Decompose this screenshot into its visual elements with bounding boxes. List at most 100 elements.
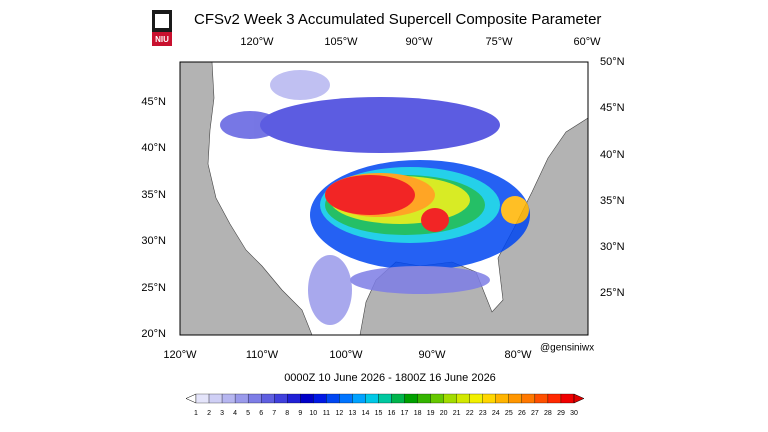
longitude-label: 80°W bbox=[504, 349, 532, 361]
colorbar-label: 30 bbox=[570, 410, 578, 417]
colorbar-cell bbox=[521, 393, 536, 404]
colorbar-label: 8 bbox=[285, 410, 289, 417]
colorbar-cell bbox=[378, 393, 392, 404]
latitude-label: 45°N bbox=[600, 102, 625, 114]
colorbar-label: 26 bbox=[518, 410, 526, 417]
colorbar-label: 27 bbox=[531, 410, 539, 417]
colorbar-label: 24 bbox=[492, 410, 500, 417]
field-cell bbox=[260, 97, 500, 153]
latitude-label: 25°N bbox=[141, 282, 166, 294]
colorbar-arrow bbox=[573, 393, 585, 404]
colorbar-label: 12 bbox=[335, 410, 343, 417]
map bbox=[179, 61, 589, 336]
colorbar-cell bbox=[208, 393, 223, 404]
colorbar-cell bbox=[495, 393, 509, 404]
logo-tower bbox=[155, 14, 169, 28]
colorbar-cell bbox=[287, 393, 301, 404]
latitude-label: 25°N bbox=[600, 287, 625, 299]
colorbar-label: 2 bbox=[207, 410, 211, 417]
colorbar-label: 28 bbox=[544, 410, 552, 417]
colorbar-label: 7 bbox=[272, 410, 276, 417]
colorbar-cell bbox=[547, 393, 562, 404]
colorbar-cell bbox=[443, 393, 457, 404]
colorbar-cell bbox=[300, 393, 314, 404]
latitude-label: 30°N bbox=[141, 235, 166, 247]
field-cell bbox=[308, 255, 352, 325]
colorbar-label: 13 bbox=[349, 410, 357, 417]
colorbar-label: 29 bbox=[557, 410, 565, 417]
longitude-label: 90°W bbox=[405, 36, 433, 48]
field-cell bbox=[270, 70, 330, 100]
logo-text: NIU bbox=[155, 35, 169, 44]
colorbar-cell bbox=[195, 393, 210, 404]
colorbar-label: 23 bbox=[479, 410, 487, 417]
latitude-label: 35°N bbox=[600, 195, 625, 207]
colorbar-label: 3 bbox=[220, 410, 224, 417]
colorbar-label: 5 bbox=[246, 410, 250, 417]
longitude-label: 60°W bbox=[573, 36, 601, 48]
colorbar-label: 16 bbox=[388, 410, 396, 417]
credit: @gensiniwx bbox=[540, 343, 594, 354]
colorbar-cell bbox=[417, 393, 431, 404]
field-cell bbox=[325, 175, 415, 215]
colorbar-label: 21 bbox=[453, 410, 461, 417]
longitude-label: 105°W bbox=[324, 36, 358, 48]
logo: NIU bbox=[152, 10, 172, 46]
colorbar-cell bbox=[221, 393, 236, 404]
colorbar: 1 2 3 4 5 6 7 8 9 10 11 12 13 14 15 16 17 18 19 20 21 22 23 24 2… bbox=[185, 393, 585, 417]
colorbar-cell bbox=[391, 393, 405, 404]
colorbar-label: 20 bbox=[440, 410, 448, 417]
longitude-label: 120°W bbox=[163, 349, 197, 361]
colorbar-label: 4 bbox=[233, 410, 237, 417]
colorbar-label: 18 bbox=[414, 410, 422, 417]
colorbar-cell bbox=[508, 393, 523, 404]
valid-time: 0000Z 10 June 2026 - 1800Z 16 June 2026 bbox=[284, 372, 496, 384]
longitude-label: 120°W bbox=[240, 36, 274, 48]
latitude-label: 35°N bbox=[141, 189, 166, 201]
colorbar-cell bbox=[365, 393, 379, 404]
map-frame bbox=[179, 61, 589, 336]
latitude-label: 40°N bbox=[141, 142, 166, 154]
colorbar-label: 15 bbox=[375, 410, 383, 417]
latitude-label: 45°N bbox=[141, 96, 166, 108]
field-cell bbox=[501, 196, 529, 224]
colorbar-cell bbox=[339, 393, 353, 404]
field-cell bbox=[421, 208, 449, 232]
colorbar-label: 19 bbox=[427, 410, 435, 417]
colorbar-cell bbox=[456, 393, 470, 404]
colorbar-cell bbox=[274, 393, 288, 404]
latitude-label: 40°N bbox=[600, 149, 625, 161]
colorbar-label: 14 bbox=[362, 410, 370, 417]
latitude-label: 50°N bbox=[600, 56, 625, 68]
field bbox=[220, 70, 530, 325]
colorbar-label: 11 bbox=[323, 410, 330, 417]
colorbar-label: 22 bbox=[466, 410, 474, 417]
logo-band bbox=[152, 32, 172, 46]
colorbar-cell bbox=[482, 393, 496, 404]
colorbar-label: 9 bbox=[298, 410, 302, 417]
longitude-label: 90°W bbox=[418, 349, 446, 361]
field-cell bbox=[350, 266, 490, 294]
colorbar-cell bbox=[352, 393, 366, 404]
colorbar-label: 1 bbox=[194, 410, 198, 417]
latitude-label: 30°N bbox=[600, 241, 625, 253]
colorbar-cell bbox=[234, 393, 249, 404]
colorbar-cell bbox=[261, 393, 275, 404]
colorbar-cell bbox=[430, 393, 444, 404]
colorbar-cell bbox=[404, 393, 418, 404]
longitude-label: 110°W bbox=[246, 349, 279, 361]
colorbar-cell bbox=[534, 393, 549, 404]
colorbar-label: 10 bbox=[309, 410, 317, 417]
colorbar-label: 6 bbox=[259, 410, 263, 417]
colorbar-cell bbox=[469, 393, 483, 404]
colorbar-cell bbox=[560, 393, 575, 404]
colorbar-label: 25 bbox=[505, 410, 513, 417]
colorbar-cell bbox=[326, 393, 340, 404]
longitude-label: 75°W bbox=[485, 36, 513, 48]
longitude-label: 100°W bbox=[329, 349, 363, 361]
colorbar-label: 17 bbox=[401, 410, 409, 417]
colorbar-cell bbox=[313, 393, 327, 404]
latitude-label: 20°N bbox=[141, 328, 166, 340]
colorbar-cell bbox=[247, 393, 262, 404]
